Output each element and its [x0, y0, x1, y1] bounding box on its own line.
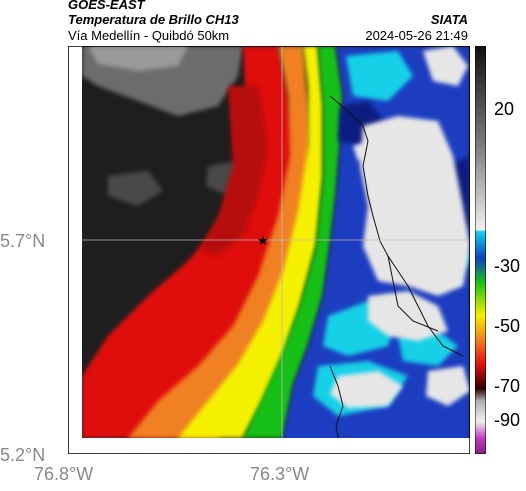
- lat-tick-5.2: 5.2°N: [0, 445, 46, 465]
- region-label: Vía Medellín - Quibdó 50km: [68, 28, 230, 43]
- colorbar-tick-minus70: -70: [494, 376, 521, 396]
- lat-tick-5.7: 5.7°N: [0, 231, 46, 251]
- colorbar-tick-20: 20: [494, 99, 515, 119]
- satellite-label: GOES-EAST: [68, 0, 145, 12]
- colorbar-tick-minus50: -50: [494, 316, 521, 336]
- datetime-label: 2024-05-26 21:49: [365, 28, 468, 43]
- yellow-band: [178, 46, 323, 438]
- location-star-marker: ★: [257, 234, 269, 249]
- lon-tick-76.8: 76.8°W: [34, 464, 94, 484]
- satellite-map: ★: [68, 46, 470, 454]
- green-band: [243, 46, 343, 438]
- colorbar-tick-minus30: -30: [494, 256, 521, 276]
- lon-tick-76.3: 76.3°W: [250, 464, 310, 484]
- colorbar: [475, 46, 486, 454]
- colorbar-tick-minus90: -90: [494, 410, 521, 430]
- product-title: Temperatura de Brillo CH13: [68, 12, 239, 27]
- organization-label: SIATA: [430, 12, 468, 27]
